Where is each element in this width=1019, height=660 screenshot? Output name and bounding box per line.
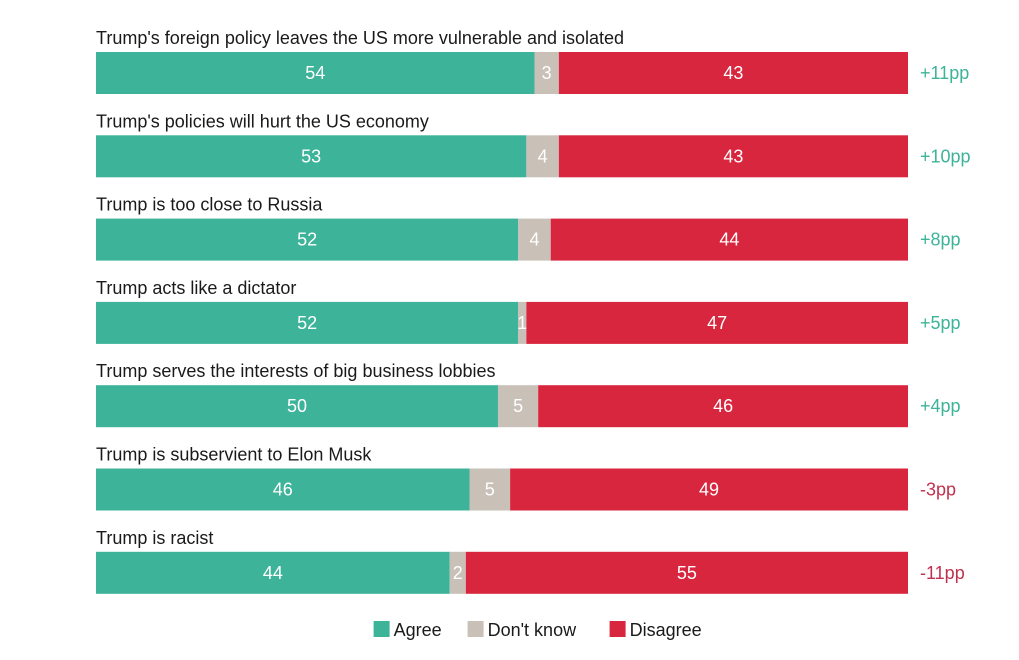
data-label-agree: 44 [263,563,283,583]
legend-label: Don't know [488,620,577,640]
bar-segment-don-t-know [497,385,539,428]
data-label-don-t-know: 1 [517,313,527,333]
bar-segment-disagree [465,551,908,594]
legend-swatch [467,621,484,637]
bar-segment-don-t-know [449,551,466,594]
chart-row: Trump is racist 44 2 55 -11pp [96,528,965,594]
data-label-disagree: 47 [707,313,727,333]
bar-segment-agree [96,551,450,594]
data-label-don-t-know: 2 [453,563,463,583]
bar-segment-agree [96,385,498,428]
bar-segment-disagree [538,385,908,428]
bar-segment-don-t-know [526,135,559,178]
data-label-disagree: 49 [699,480,719,500]
bar-segment-disagree [558,52,908,94]
category-label: Trump is racist [96,528,213,548]
legend-label: Agree [394,620,442,640]
data-label-agree: 52 [297,313,317,333]
data-label-disagree: 55 [677,563,697,583]
bar-segment-disagree [526,301,908,344]
legend-item-disagree: Disagree [609,620,702,640]
bar-segment-don-t-know [518,218,551,261]
legend-swatch [373,621,390,637]
data-label-agree: 53 [301,146,321,166]
bar-segment-agree [96,52,535,94]
data-label-don-t-know: 5 [513,396,523,416]
data-label-disagree: 44 [719,230,739,250]
category-label: Trump's foreign policy leaves the US mor… [96,28,624,48]
chart-row: Trump serves the interests of big busine… [96,361,961,428]
net-difference-label: +8pp [920,230,961,250]
data-label-agree: 50 [287,396,307,416]
bar-segment-disagree [558,135,908,178]
legend-swatch [609,621,626,637]
data-label-agree: 54 [305,63,325,83]
data-label-don-t-know: 4 [538,146,548,166]
net-difference-label: +5pp [920,313,961,333]
data-label-disagree: 43 [723,63,743,83]
net-difference-label: +10pp [920,146,971,166]
data-label-don-t-know: 3 [542,63,552,83]
chart-row: Trump is subservient to Elon Musk 46 5 49 -3… [96,445,956,511]
net-difference-label: -3pp [920,480,956,500]
bar-segment-disagree [510,468,908,511]
legend-item-agree: Agree [373,620,442,640]
net-difference-label: -11pp [920,563,965,583]
chart-row: Trump's policies will hurt the US econom… [96,111,971,178]
legend: Agree Don't know Disagree [373,620,702,640]
data-label-disagree: 46 [713,396,733,416]
bar-segment-don-t-know [518,301,527,344]
data-label-don-t-know: 5 [485,480,495,500]
category-label: Trump acts like a dictator [96,278,296,298]
bar-segment-agree [96,218,519,261]
bar-segment-agree [96,135,527,178]
category-label: Trump is too close to Russia [96,195,323,215]
category-label: Trump is subservient to Elon Musk [96,445,372,465]
category-label: Trump's policies will hurt the US econom… [96,111,429,131]
bar-segment-don-t-know [469,468,511,511]
data-label-agree: 52 [297,230,317,250]
legend-item-don-t-know: Don't know [467,620,577,640]
net-difference-label: +4pp [920,396,961,416]
chart-row: Trump's foreign policy leaves the US mor… [96,28,969,94]
chart-rows: Trump's foreign policy leaves the US mor… [96,28,971,594]
data-label-don-t-know: 4 [529,230,539,250]
bar-segment-agree [96,468,470,511]
bar-segment-agree [96,301,519,344]
legend-label: Disagree [630,620,702,640]
data-label-disagree: 43 [723,146,743,166]
bar-segment-disagree [550,218,908,261]
data-label-agree: 46 [273,480,293,500]
bar-segment-don-t-know [534,52,559,94]
net-difference-label: +11pp [920,63,969,83]
category-label: Trump serves the interests of big busine… [96,361,496,381]
